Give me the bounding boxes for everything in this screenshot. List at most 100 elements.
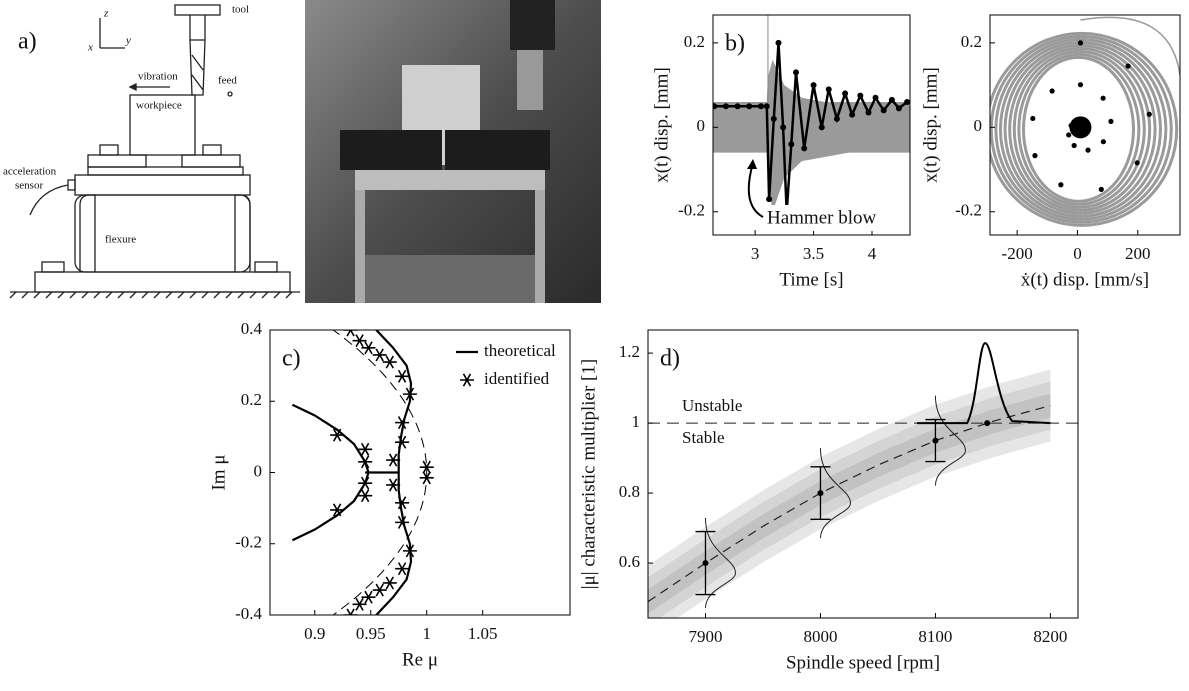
identified-marker (395, 496, 410, 510)
signal-point (780, 124, 787, 131)
signal-point (746, 103, 753, 110)
signal-point (793, 69, 800, 76)
panel-label: a) (18, 29, 37, 55)
signal-point (880, 107, 887, 114)
region-label: Unstable (682, 396, 742, 415)
phase-point (1066, 132, 1072, 138)
x-axis-label: ẋ(t) disp. [mm/s] (1021, 269, 1149, 290)
signal-point (818, 124, 825, 131)
y-tick-label: -0.2 (955, 201, 982, 220)
identified-marker (386, 478, 401, 492)
identified-marker (330, 428, 345, 442)
phase-point (1134, 160, 1140, 166)
label-workpiece: workpiece (136, 100, 182, 112)
signal-point (842, 90, 849, 97)
orbit-trace (1012, 49, 1146, 209)
phase-point (1030, 115, 1036, 122)
identified-marker (395, 416, 410, 430)
mean-point (817, 490, 824, 497)
signal-point (766, 196, 773, 203)
identified-marker (343, 330, 358, 337)
signal-point (713, 103, 718, 110)
identified-marker (419, 471, 434, 485)
panel-label: b) (725, 31, 745, 57)
theory-line (291, 330, 413, 615)
x-tick-label: 8100 (918, 627, 952, 646)
y-tick-label: 0.2 (684, 32, 705, 51)
y-axis-label: x(t) disp. [mm] (651, 67, 672, 183)
distribution (934, 395, 966, 486)
x-tick-label: 8200 (1033, 627, 1067, 646)
y-tick-label: 0.8 (619, 482, 640, 501)
label-vibration: vibration (138, 71, 178, 83)
identified-marker (382, 576, 397, 590)
phase-point (1085, 147, 1091, 153)
x-tick-label: 0 (1073, 244, 1082, 263)
mean-point (932, 437, 939, 444)
identified-marker (395, 435, 410, 449)
identified-marker (372, 348, 387, 362)
signal-point (895, 105, 902, 112)
legend-label: identified (484, 369, 550, 388)
identified-marker (395, 515, 410, 529)
distribution (917, 342, 1051, 425)
x-tick-label: 7900 (688, 627, 722, 646)
y-tick-label: -0.2 (678, 201, 705, 220)
identified-marker (358, 455, 373, 469)
label-sensor: acceleration (3, 166, 57, 178)
orbit-trace (1008, 46, 1152, 212)
panel-label: c) (282, 346, 301, 372)
identified-marker (352, 334, 367, 348)
annotation: Hammer blow (767, 207, 877, 228)
x-tick-label: 8000 (803, 627, 837, 646)
signal-point (770, 115, 777, 122)
x-tick-label: 200 (1125, 244, 1151, 263)
signal-point (757, 103, 764, 110)
phase-point (1098, 186, 1104, 192)
x-axis-label: Time [s] (779, 269, 843, 290)
identified-marker (361, 341, 376, 355)
plot-area (990, 15, 1180, 235)
annotation-arrow (747, 162, 764, 218)
x-tick-label: 3.5 (803, 244, 824, 263)
trend-line (648, 405, 1051, 603)
x-tick-label: 1 (422, 624, 431, 643)
phase-point (1100, 95, 1106, 101)
identified-marker (352, 597, 367, 611)
signal-point (904, 98, 910, 105)
identified-marker (386, 453, 401, 467)
signal-point (775, 39, 782, 46)
phase-point (1125, 63, 1131, 69)
y-axis-label: x(t) disp. [mm] (920, 67, 941, 183)
signal-point (849, 111, 856, 118)
identified-marker (395, 369, 410, 383)
x-axis-label: Spindle speed [rpm] (786, 652, 940, 673)
axes-frame (989, 14, 1181, 236)
phase-point (1108, 118, 1114, 125)
identified-marker (361, 590, 376, 604)
orbit-trace (1021, 55, 1135, 203)
phase-point (1069, 116, 1092, 139)
signal-point (788, 141, 795, 148)
phase-point (1071, 142, 1077, 149)
identified-marker (395, 562, 410, 576)
y-tick-label: 0.6 (619, 552, 640, 571)
signal-point (810, 82, 817, 89)
y-tick-label: -0.2 (235, 533, 262, 552)
unit-circle (332, 330, 428, 615)
legend-label: theoretical (484, 341, 556, 360)
identified-marker (382, 355, 397, 369)
signal-envelope (713, 59, 910, 212)
y-tick-label: 0 (974, 116, 983, 135)
x-tick-label: 0.9 (304, 624, 325, 643)
identified-marker (419, 460, 434, 474)
y-tick-label: 0.2 (241, 390, 262, 409)
phase-point (1077, 82, 1084, 88)
signal-point (825, 86, 832, 93)
x-axis-label: Re μ (402, 649, 438, 670)
plot-area (713, 15, 910, 235)
y-tick-label: 1.2 (619, 342, 640, 361)
plot-area (648, 330, 1078, 618)
photo (305, 0, 601, 303)
